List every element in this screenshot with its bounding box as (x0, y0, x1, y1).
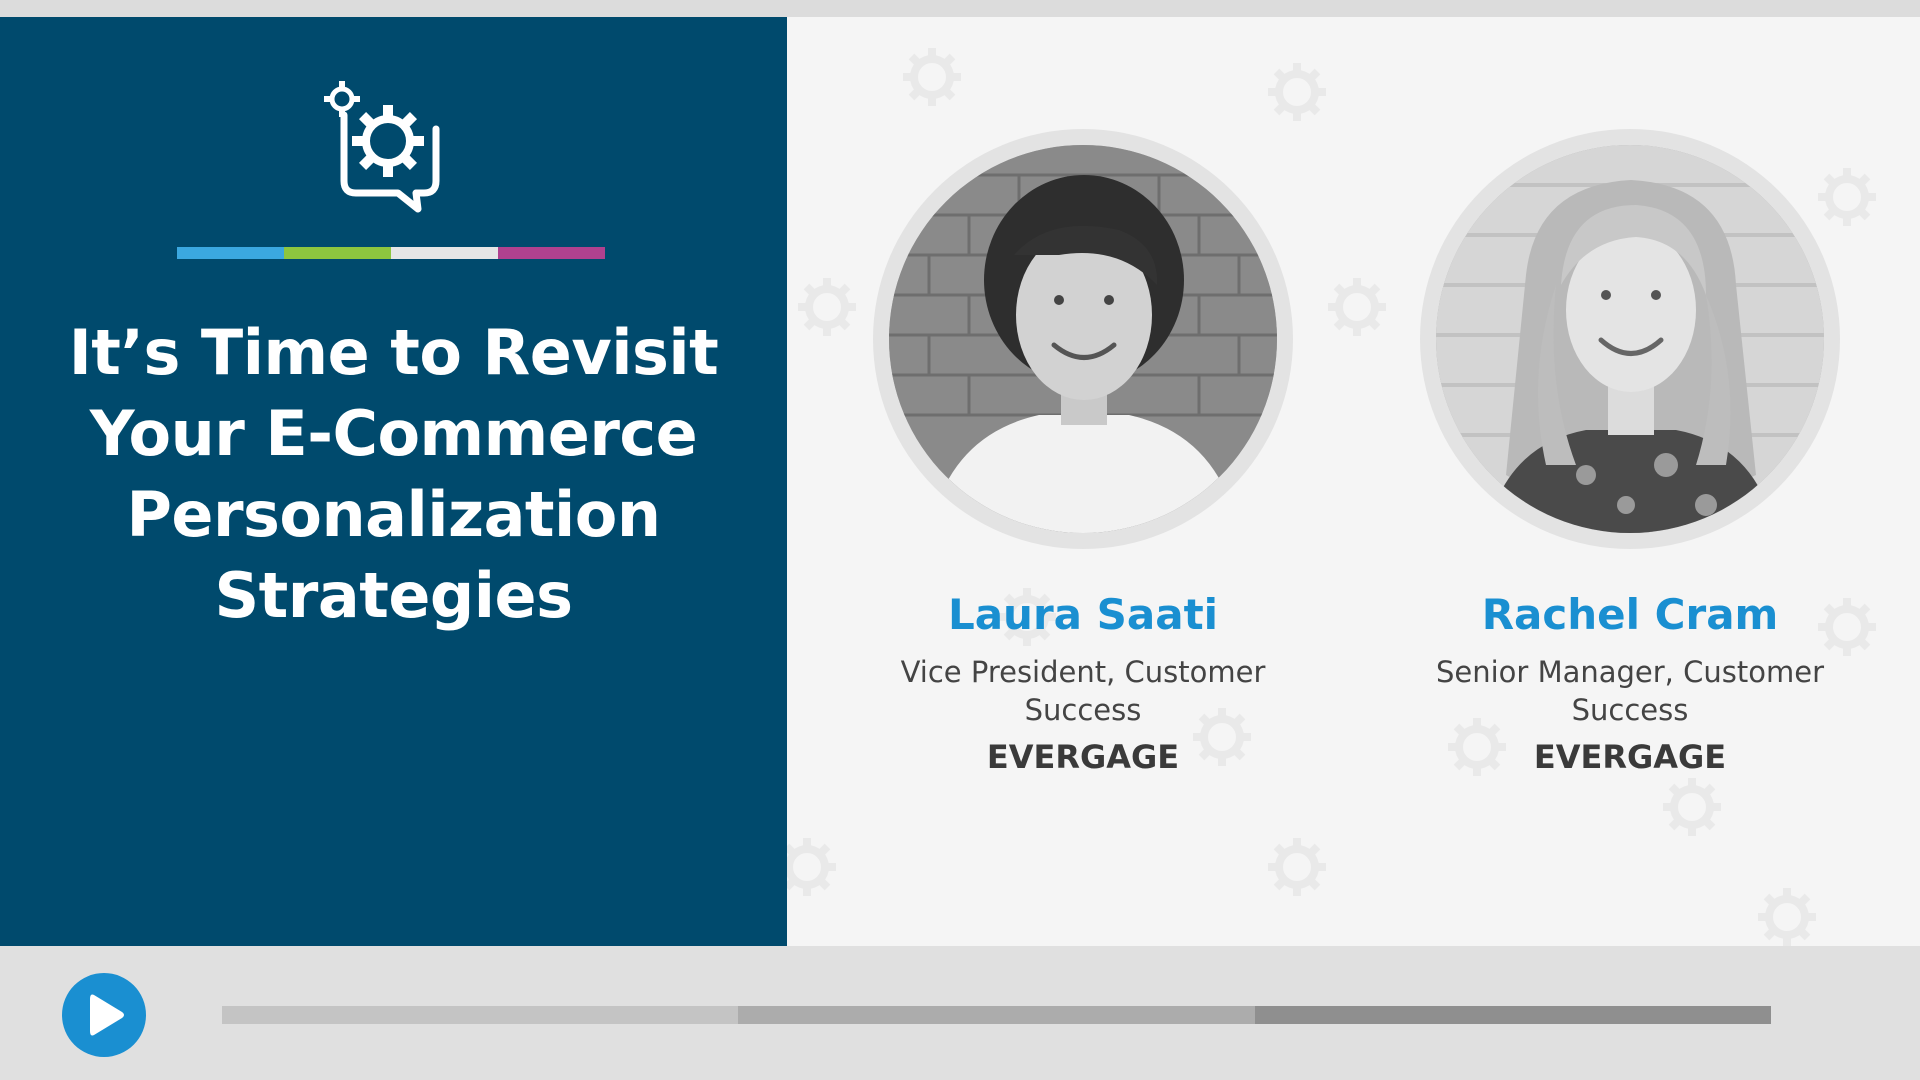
progress-segment-1 (222, 1006, 739, 1024)
speaker-card-laura-saati: Laura Saati Vice President, Customer Suc… (863, 17, 1303, 946)
stripe-segment-magenta (498, 247, 605, 259)
progress-bar[interactable] (222, 1006, 1771, 1024)
speaker-name: Laura Saati (947, 590, 1219, 639)
video-player-controls (0, 946, 1920, 1080)
speaker-card-rachel-cram: Rachel Cram Senior Manager, Customer Suc… (1410, 17, 1850, 946)
title-line-1: It’s Time to Revisit (68, 316, 719, 389)
progress-segment-3 (1254, 1006, 1771, 1024)
play-button[interactable] (62, 973, 146, 1057)
speaker-company: EVERGAGE (1533, 738, 1727, 776)
progress-segment-2 (738, 1006, 1255, 1024)
video-slide: It’s Time to Revisit Your E-Commerce Per… (0, 17, 1920, 946)
speaker-photo (1436, 145, 1824, 533)
title-line-3: Personalization (126, 478, 661, 551)
stripe-segment-green (284, 247, 391, 259)
speaker-name: Rachel Cram (1481, 590, 1779, 639)
stripe-segment-blue (177, 247, 284, 259)
top-bar (0, 0, 1920, 17)
play-icon (90, 994, 124, 1036)
title-line-2: Your E-Commerce (89, 397, 698, 470)
avatar (889, 145, 1277, 533)
speaker-role: Vice President, Customer Success (900, 655, 1266, 727)
gear-chat-bubble-icon (320, 77, 450, 217)
speaker-photo (889, 145, 1277, 533)
color-stripe (177, 247, 605, 259)
stripe-segment-white (391, 247, 498, 259)
avatar (1436, 145, 1824, 533)
speaker-role: Senior Manager, Customer Success (1436, 655, 1824, 727)
speaker-company: EVERGAGE (986, 738, 1180, 776)
slide-title: It’s Time to Revisit Your E-Commerce Per… (40, 312, 747, 636)
title-line-4: Strategies (214, 559, 573, 632)
title-panel: It’s Time to Revisit Your E-Commerce Per… (0, 17, 787, 946)
